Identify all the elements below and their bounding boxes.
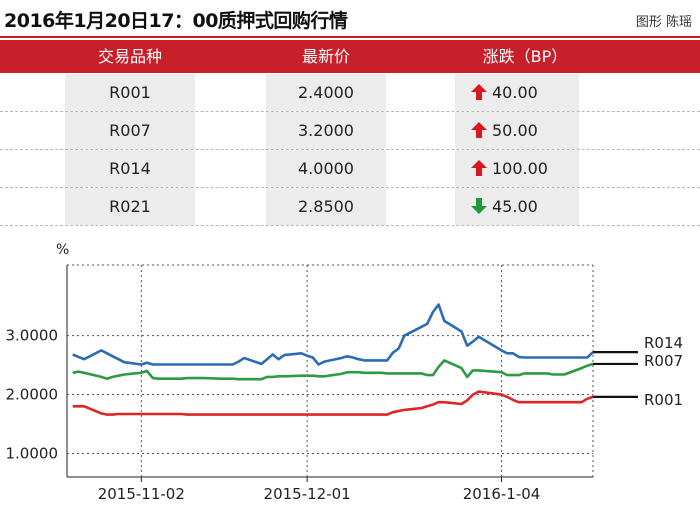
y-axis-label: % bbox=[56, 242, 69, 258]
y-tick-label: 3.0000 bbox=[6, 327, 59, 345]
product-cell: R001 bbox=[109, 83, 151, 102]
down-arrow-icon bbox=[471, 198, 487, 214]
change-value: 45.00 bbox=[492, 197, 538, 216]
price-cell: 2.4000 bbox=[298, 83, 354, 102]
col-header-change: 涨跌（BP） bbox=[482, 47, 568, 66]
product-cell: R021 bbox=[109, 197, 151, 216]
price-cell: 3.2000 bbox=[298, 121, 354, 140]
product-cell: R014 bbox=[109, 159, 151, 178]
change-value: 50.00 bbox=[492, 121, 538, 140]
table-row: R014 4.0000 100.00 bbox=[0, 150, 700, 188]
change-cell: 100.00 bbox=[470, 152, 590, 185]
table-row: R001 2.4000 40.00 bbox=[0, 74, 700, 112]
product-cell: R007 bbox=[109, 121, 151, 140]
table-row: R007 3.2000 50.00 bbox=[0, 112, 700, 150]
up-arrow-icon bbox=[471, 122, 487, 138]
x-tick-label: 2015-11-02 bbox=[98, 485, 185, 503]
price-cell: 4.0000 bbox=[298, 159, 354, 178]
price-cell: 2.8500 bbox=[298, 197, 354, 216]
series-label-r014: R014 bbox=[644, 334, 683, 352]
y-tick-label: 2.0000 bbox=[6, 386, 59, 404]
col-header-product: 交易品种 bbox=[97, 47, 162, 66]
change-cell: 50.00 bbox=[470, 114, 590, 147]
up-arrow-icon bbox=[471, 160, 487, 176]
x-tick-label: 2016-1-04 bbox=[463, 485, 541, 503]
series-label-r007: R007 bbox=[644, 352, 683, 370]
chart-title: 2016年1月20日17：00质押式回购行情 bbox=[4, 10, 348, 32]
change-value: 100.00 bbox=[492, 159, 548, 178]
change-cell: 45.00 bbox=[470, 190, 590, 223]
change-cell: 40.00 bbox=[470, 76, 590, 109]
col-header-price: 最新价 bbox=[301, 47, 350, 66]
y-tick-label: 1.0000 bbox=[6, 444, 59, 462]
table-row: R021 2.8500 45.00 bbox=[0, 188, 700, 226]
x-tick-label: 2015-12-01 bbox=[264, 485, 351, 503]
series-label-r001: R001 bbox=[644, 391, 683, 409]
series-line-r007 bbox=[72, 359, 594, 381]
up-arrow-icon bbox=[471, 84, 487, 100]
line-chart: % 1.0000 2.0000 3.0000 2015-11-02 2015-12-01 2… bbox=[6, 242, 684, 503]
title-rule bbox=[0, 36, 700, 38]
change-value: 40.00 bbox=[492, 83, 538, 102]
series-line-r001 bbox=[72, 390, 594, 416]
series-line-r014 bbox=[72, 303, 594, 366]
graphic-credit: 图形 陈瑶 bbox=[635, 15, 692, 30]
table-header: 交易品种 最新价 涨跌（BP） bbox=[0, 40, 700, 73]
